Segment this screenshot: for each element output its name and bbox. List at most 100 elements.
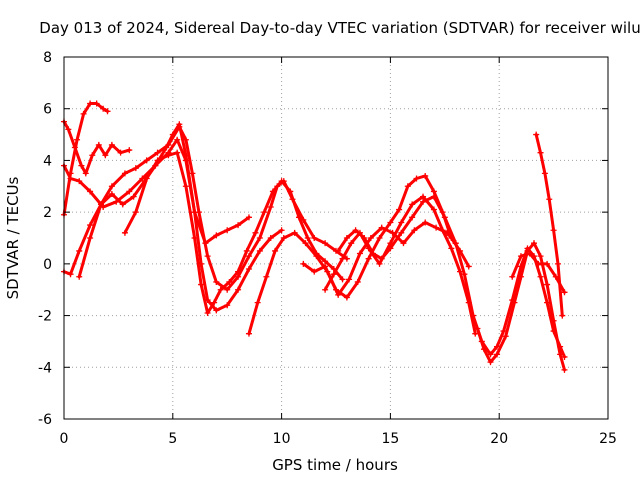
- data-point: [245, 214, 252, 221]
- series-11: [474, 240, 568, 373]
- data-point: [263, 273, 270, 280]
- data-point: [211, 299, 218, 306]
- data-point: [346, 276, 353, 283]
- data-point: [376, 235, 383, 241]
- data-point: [302, 240, 309, 247]
- data-point: [95, 141, 102, 148]
- data-point: [108, 141, 115, 148]
- data-point: [531, 240, 538, 247]
- data-point: [256, 235, 263, 241]
- data-point: [554, 260, 561, 267]
- data-point: [100, 105, 107, 112]
- data-point: [430, 188, 437, 195]
- data-point: [387, 245, 394, 252]
- data-point: [280, 235, 287, 241]
- data-point: [174, 149, 181, 156]
- data-point: [537, 273, 544, 280]
- data-point: [254, 299, 261, 306]
- data-point: [304, 235, 311, 241]
- data-point: [537, 149, 544, 156]
- data-point: [213, 278, 220, 285]
- y-tick-label: 2: [43, 205, 52, 221]
- data-point: [339, 276, 346, 283]
- data-point: [465, 263, 472, 270]
- data-point: [343, 294, 350, 301]
- data-point: [561, 366, 568, 373]
- data-point: [235, 273, 242, 280]
- data-point: [143, 175, 150, 182]
- data-point: [474, 325, 481, 332]
- data-point: [420, 198, 427, 205]
- data-point: [533, 131, 540, 138]
- data-point: [517, 253, 524, 260]
- data-point: [343, 235, 350, 241]
- data-point: [119, 201, 126, 208]
- data-point: [541, 170, 548, 177]
- data-point: [163, 144, 170, 151]
- data-point: [502, 333, 509, 340]
- data-point: [494, 351, 501, 358]
- data-point: [82, 170, 89, 177]
- data-point: [352, 227, 359, 234]
- data-point: [398, 229, 405, 236]
- data-point: [224, 302, 231, 309]
- series-layer: [61, 100, 568, 373]
- data-point: [93, 100, 100, 107]
- data-point: [191, 209, 198, 216]
- data-point: [300, 260, 307, 267]
- data-point: [311, 268, 318, 275]
- data-point: [235, 222, 242, 229]
- data-point: [367, 235, 374, 241]
- x-axis-title: GPS time / hours: [272, 456, 398, 474]
- data-point: [537, 253, 544, 260]
- data-point: [224, 286, 231, 293]
- data-point: [87, 100, 94, 107]
- data-point: [204, 309, 211, 316]
- y-axis-title: SDTVAR / TECUs: [4, 176, 22, 299]
- data-point: [204, 253, 211, 260]
- data-point: [404, 183, 411, 190]
- data-point: [369, 250, 376, 257]
- series-12: [509, 250, 568, 296]
- data-point: [235, 286, 242, 293]
- data-point: [130, 193, 137, 200]
- data-point: [452, 240, 459, 247]
- data-point: [87, 235, 94, 241]
- data-point: [108, 183, 115, 190]
- data-point: [291, 229, 298, 236]
- data-point: [87, 188, 94, 195]
- data-point: [76, 178, 83, 185]
- x-tick-label: 10: [273, 431, 291, 447]
- data-point: [71, 144, 78, 151]
- data-point: [296, 214, 303, 221]
- data-point: [378, 255, 385, 262]
- data-point: [494, 343, 501, 350]
- data-point: [65, 126, 72, 133]
- data-point: [126, 147, 133, 154]
- data-point: [535, 260, 542, 267]
- data-point: [245, 266, 252, 273]
- data-point: [400, 240, 407, 247]
- data-point: [108, 191, 115, 198]
- data-point: [557, 351, 564, 358]
- data-point: [121, 229, 128, 236]
- data-point: [76, 273, 83, 280]
- data-point: [213, 307, 220, 314]
- y-tick-label: -4: [38, 360, 52, 376]
- data-point: [121, 170, 128, 177]
- data-point: [89, 152, 96, 159]
- x-tick-label: 15: [381, 431, 399, 447]
- data-point: [472, 330, 479, 337]
- data-point: [409, 214, 416, 221]
- data-point: [78, 162, 85, 169]
- data-point: [126, 188, 133, 195]
- data-point: [97, 201, 104, 208]
- data-point: [102, 152, 109, 159]
- data-point: [526, 250, 533, 257]
- series-13: [533, 131, 566, 319]
- data-point: [354, 278, 361, 285]
- data-point: [252, 229, 259, 236]
- data-point: [480, 346, 487, 353]
- data-point: [348, 240, 355, 247]
- y-tick-label: -6: [38, 412, 52, 428]
